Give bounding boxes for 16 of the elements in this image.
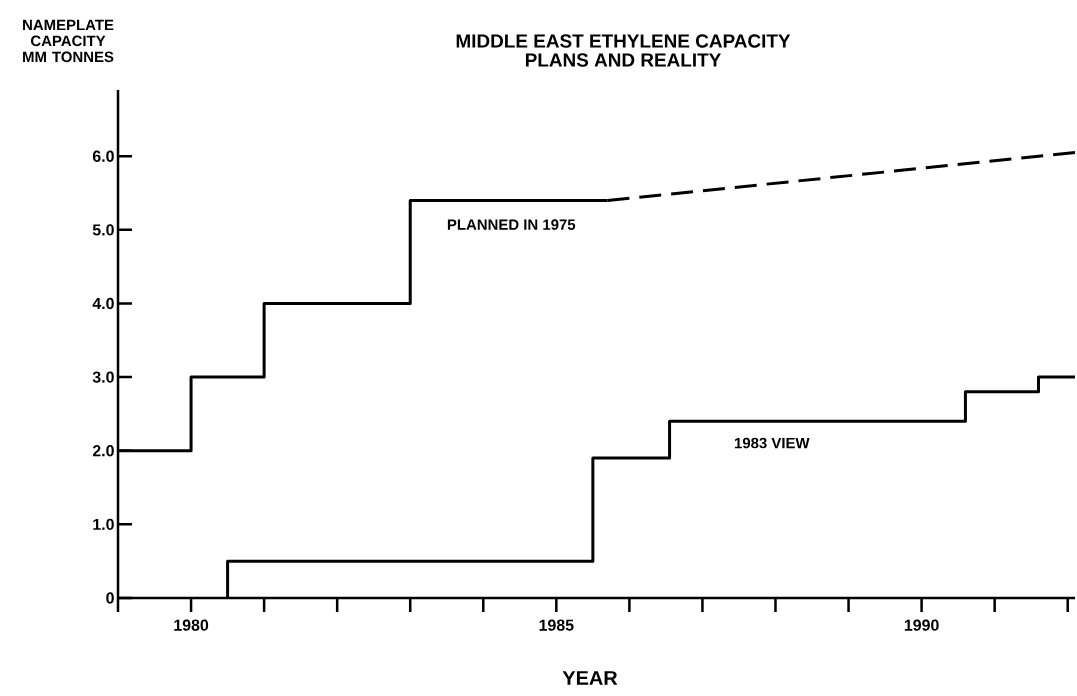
y-axis-title: NAMEPLATE CAPACITY MM TONNES [23,19,114,63]
x-tick-label: 1990 [904,619,939,631]
x-axis-title: YEAR [562,671,618,685]
y-tick-label: 2.0 [92,445,114,457]
x-tick-label: 1985 [539,619,574,631]
y-tick-label: 4.0 [92,297,114,310]
y-tick-label: 1.0 [93,518,114,531]
y-tick-label: 6.0 [92,150,114,162]
chart-title: MIDDLE EAST ETHYLENE CAPACITY [456,34,791,48]
y-tick-label: 5.0 [92,224,114,236]
series-label: 1983 VIEW [734,437,810,449]
y-tick-label: 3.0 [92,371,114,383]
chart-subtitle: PLANS AND REALITY [525,53,721,67]
series-label: PLANNED IN 1975 [447,219,576,230]
x-tick-label: 1980 [174,619,209,631]
y-tick-label: 0 [106,592,114,604]
